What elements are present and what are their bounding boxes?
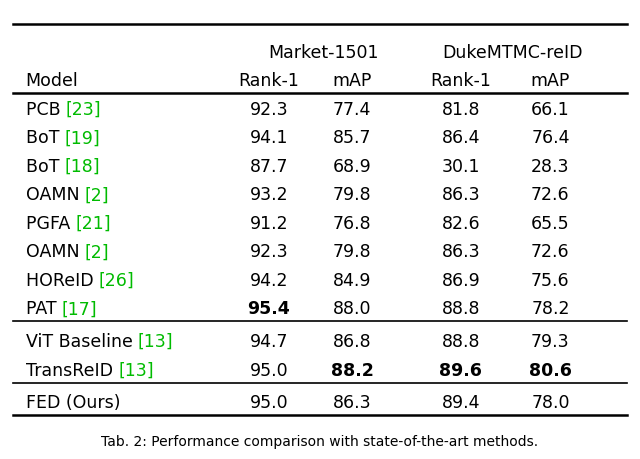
Text: mAP: mAP (332, 71, 372, 90)
Text: 84.9: 84.9 (333, 271, 371, 289)
Text: 94.1: 94.1 (250, 129, 288, 147)
Text: 88.0: 88.0 (333, 300, 371, 318)
Text: 86.3: 86.3 (442, 243, 480, 261)
Text: [26]: [26] (99, 271, 134, 289)
Text: PAT: PAT (26, 300, 61, 318)
Text: 72.6: 72.6 (531, 243, 570, 261)
Text: 88.8: 88.8 (442, 300, 480, 318)
Text: mAP: mAP (531, 71, 570, 90)
Text: 95.0: 95.0 (250, 394, 288, 412)
Text: FED (Ours): FED (Ours) (26, 394, 120, 412)
Text: [13]: [13] (138, 332, 173, 351)
Text: 88.2: 88.2 (331, 361, 373, 379)
Text: Rank-1: Rank-1 (430, 71, 492, 90)
Text: 86.3: 86.3 (333, 394, 371, 412)
Text: 79.3: 79.3 (531, 332, 570, 351)
Text: 95.4: 95.4 (248, 300, 290, 318)
Text: 68.9: 68.9 (333, 157, 371, 176)
Text: 76.4: 76.4 (531, 129, 570, 147)
Text: 85.7: 85.7 (333, 129, 371, 147)
Text: 78.2: 78.2 (531, 300, 570, 318)
Text: 93.2: 93.2 (250, 186, 288, 204)
Text: OAMN: OAMN (26, 243, 84, 261)
Text: OAMN: OAMN (26, 186, 84, 204)
Text: 86.3: 86.3 (442, 186, 480, 204)
Text: 82.6: 82.6 (442, 214, 480, 232)
Text: [21]: [21] (76, 214, 111, 232)
Text: 94.7: 94.7 (250, 332, 288, 351)
Text: BoT: BoT (26, 157, 65, 176)
Text: 28.3: 28.3 (531, 157, 570, 176)
Text: 94.2: 94.2 (250, 271, 288, 289)
Text: [2]: [2] (84, 186, 109, 204)
Text: [2]: [2] (84, 243, 109, 261)
Text: Tab. 2: Performance comparison with state-of-the-art methods.: Tab. 2: Performance comparison with stat… (101, 434, 539, 448)
Text: PCB: PCB (26, 101, 66, 119)
Text: 79.8: 79.8 (333, 186, 371, 204)
Text: 86.8: 86.8 (333, 332, 371, 351)
Text: 95.0: 95.0 (250, 361, 288, 379)
Text: ViT Baseline: ViT Baseline (26, 332, 138, 351)
Text: [13]: [13] (118, 361, 154, 379)
Text: HOReID: HOReID (26, 271, 99, 289)
Text: 86.9: 86.9 (442, 271, 480, 289)
Text: 72.6: 72.6 (531, 186, 570, 204)
Text: DukeMTMC-reID: DukeMTMC-reID (442, 44, 582, 62)
Text: TransReID: TransReID (26, 361, 118, 379)
Text: 66.1: 66.1 (531, 101, 570, 119)
Text: [18]: [18] (65, 157, 100, 176)
Text: 80.6: 80.6 (529, 361, 572, 379)
Text: 91.2: 91.2 (250, 214, 288, 232)
Text: 79.8: 79.8 (333, 243, 371, 261)
Text: [19]: [19] (65, 129, 100, 147)
Text: 30.1: 30.1 (442, 157, 480, 176)
Text: [17]: [17] (61, 300, 97, 318)
Text: Market-1501: Market-1501 (268, 44, 378, 62)
Text: Model: Model (26, 71, 78, 90)
Text: 78.0: 78.0 (531, 394, 570, 412)
Text: 92.3: 92.3 (250, 243, 288, 261)
Text: [23]: [23] (66, 101, 101, 119)
Text: 87.7: 87.7 (250, 157, 288, 176)
Text: PGFA: PGFA (26, 214, 76, 232)
Text: 65.5: 65.5 (531, 214, 570, 232)
Text: 88.8: 88.8 (442, 332, 480, 351)
Text: 76.8: 76.8 (333, 214, 371, 232)
Text: 92.3: 92.3 (250, 101, 288, 119)
Text: 77.4: 77.4 (333, 101, 371, 119)
Text: BoT: BoT (26, 129, 65, 147)
Text: 86.4: 86.4 (442, 129, 480, 147)
Text: Rank-1: Rank-1 (238, 71, 300, 90)
Text: 81.8: 81.8 (442, 101, 480, 119)
Text: 89.4: 89.4 (442, 394, 480, 412)
Text: 89.6: 89.6 (440, 361, 482, 379)
Text: 75.6: 75.6 (531, 271, 570, 289)
